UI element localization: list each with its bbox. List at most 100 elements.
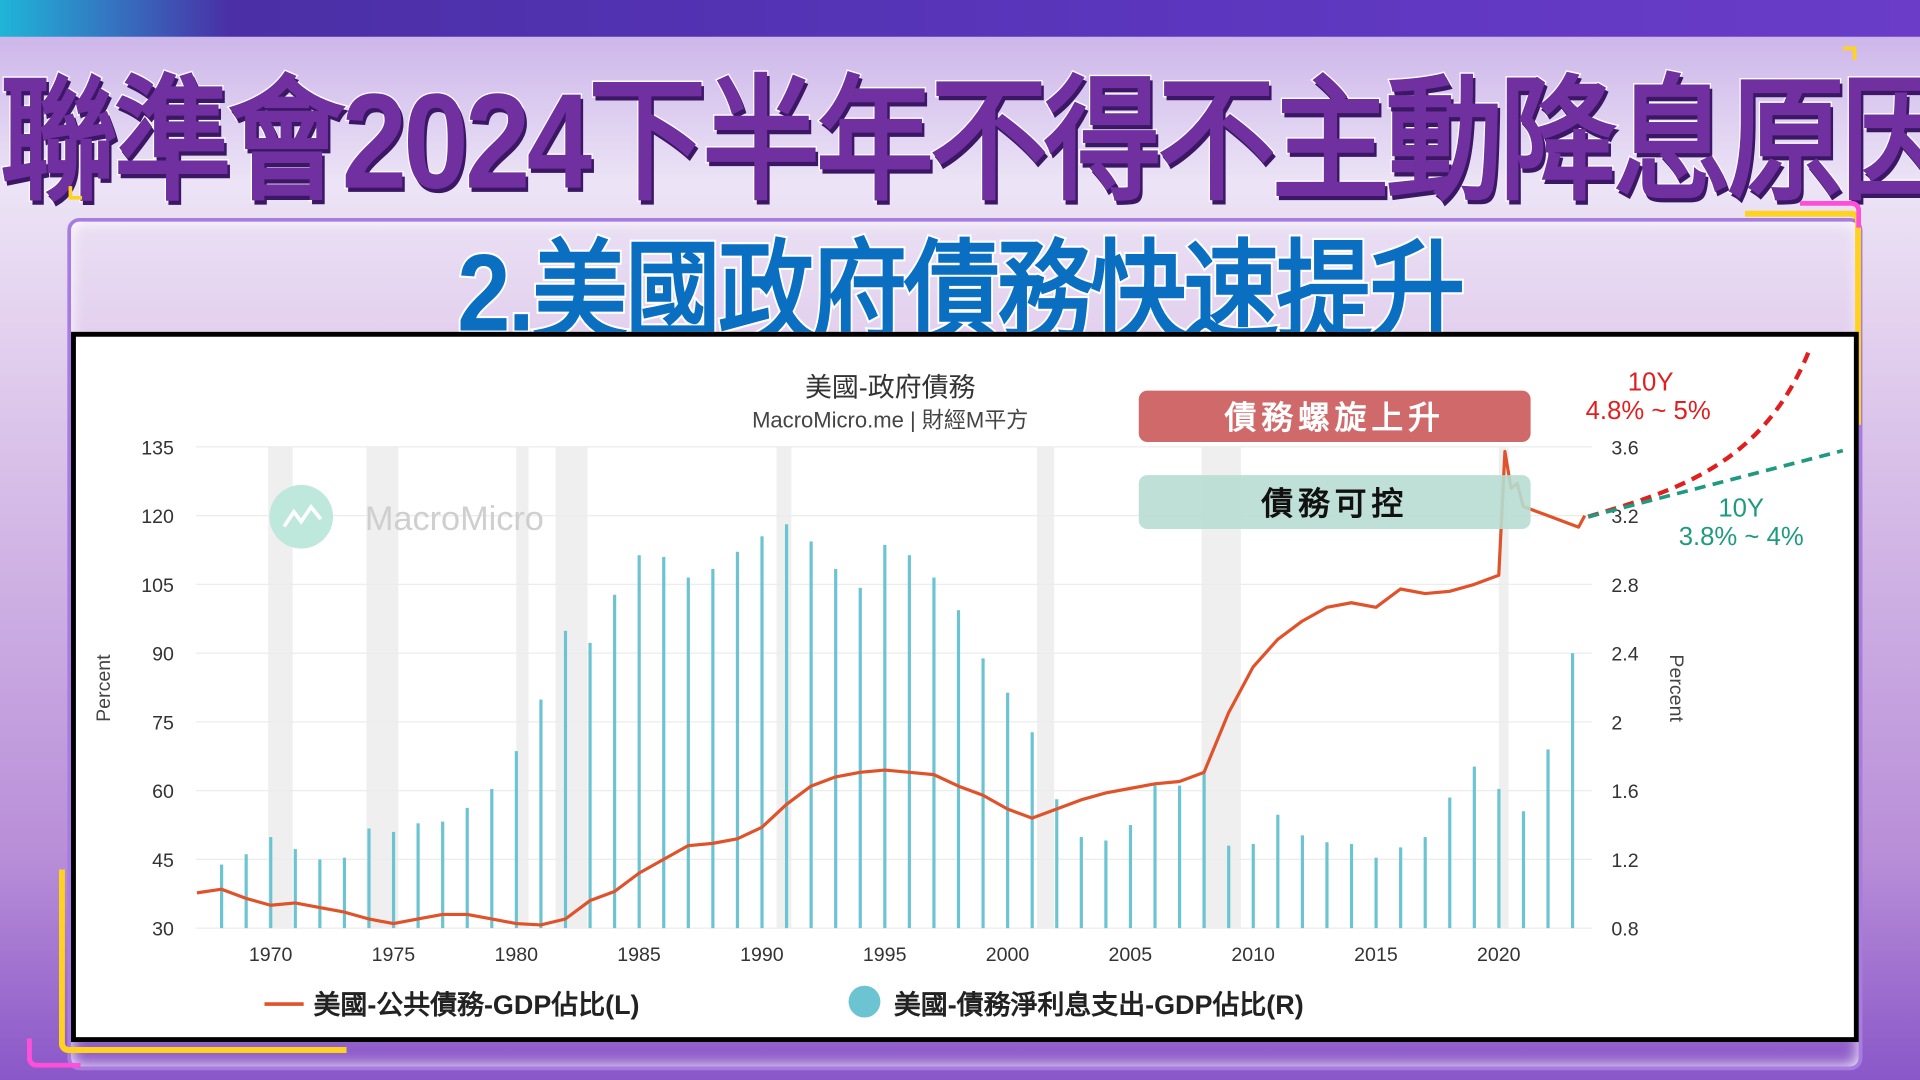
interest-bar xyxy=(367,828,371,929)
interest-bar xyxy=(539,699,543,929)
legend-bar-swatch xyxy=(848,985,881,1018)
interest-bar xyxy=(1079,837,1083,929)
interest-bar xyxy=(809,541,813,929)
interest-bar xyxy=(1521,811,1526,929)
interest-bar xyxy=(465,807,469,929)
interest-bar xyxy=(1448,797,1452,929)
debt-spiral-label: 債務螺旋上升 xyxy=(1224,400,1445,436)
x-tick: 1975 xyxy=(372,944,416,966)
debt-controllable-badge xyxy=(1138,475,1531,529)
interest-bar xyxy=(1202,773,1206,929)
recession-band xyxy=(555,446,588,929)
interest-bar xyxy=(318,859,322,929)
interest-bar xyxy=(490,788,494,929)
y-right-tick: 1.6 xyxy=(1611,781,1638,803)
legend-interest-label[interactable]: 美國-債務淨利息支出-GDP佔比(R) xyxy=(894,989,1304,1020)
x-tick: 1980 xyxy=(494,944,538,966)
interest-bar xyxy=(1104,840,1108,929)
corner-decoration xyxy=(26,1038,81,1068)
y-left-tick: 30 xyxy=(152,919,174,941)
green-projection-range: 3.8% ~ 4% xyxy=(1679,523,1804,551)
interest-bar xyxy=(1030,732,1034,929)
y-right-tick: 1.2 xyxy=(1611,850,1638,872)
interest-bar xyxy=(588,642,592,929)
interest-bar xyxy=(686,577,690,929)
red-projection-tenor: 10Y xyxy=(1628,369,1674,397)
recession-band xyxy=(516,446,529,929)
main-title: 聯準會2024下半年不得不主動降息原因 xyxy=(0,65,1920,218)
legend-debt-label[interactable]: 美國-公共債務-GDP佔比(L) xyxy=(313,989,639,1020)
interest-bar xyxy=(1374,857,1378,929)
interest-bar xyxy=(342,857,347,929)
y-right-tick: 2.4 xyxy=(1611,644,1638,666)
interest-bar xyxy=(834,568,838,929)
interest-bar xyxy=(514,751,518,929)
y-left-tick: 120 xyxy=(141,506,174,528)
interest-bar xyxy=(858,587,862,929)
interest-bar xyxy=(1177,785,1182,929)
interest-bar xyxy=(1153,785,1157,929)
interest-bar xyxy=(613,594,617,929)
recession-band xyxy=(1498,446,1509,929)
y-left-tick: 105 xyxy=(141,575,174,597)
corner-decoration xyxy=(1842,46,1857,61)
red-projection-curve xyxy=(1587,348,1812,519)
content-frame xyxy=(67,217,1863,1071)
interest-bar xyxy=(883,544,887,929)
green-projection-line xyxy=(1587,448,1844,519)
corner-decoration xyxy=(68,186,83,200)
interest-bar xyxy=(956,610,961,929)
x-tick: 2020 xyxy=(1477,944,1521,966)
chart-subtitle: MacroMicro.me | 財經M平方 xyxy=(752,407,1028,432)
y-right-tick: 2 xyxy=(1611,712,1622,734)
red-projection-range: 4.8% ~ 5% xyxy=(1586,397,1711,425)
interest-bar xyxy=(1276,814,1280,929)
interest-bar xyxy=(735,551,740,929)
interest-bar xyxy=(293,849,297,929)
interest-bar xyxy=(563,630,568,929)
debt-spiral-badge xyxy=(1138,390,1531,443)
interest-bar xyxy=(1300,835,1304,929)
top-banner xyxy=(0,0,1920,37)
interest-bar xyxy=(1423,837,1427,929)
y-right-tick: 3.6 xyxy=(1611,437,1638,459)
watermark: MacroMicro xyxy=(269,484,544,549)
interest-bar xyxy=(1251,843,1255,929)
y-right-tick: 3.2 xyxy=(1611,506,1638,528)
interest-bar xyxy=(1546,749,1550,929)
interest-bar xyxy=(441,821,445,929)
x-tick: 2015 xyxy=(1354,944,1398,966)
interest-bar xyxy=(269,837,273,929)
interest-bar xyxy=(1399,847,1403,929)
interest-bar xyxy=(1055,799,1059,929)
chart-title: 美國-政府債務 xyxy=(805,373,976,403)
corner-decoration xyxy=(58,869,347,1054)
y-left-tick: 45 xyxy=(152,850,174,872)
x-tick: 1970 xyxy=(249,944,293,966)
recession-band xyxy=(1036,446,1055,929)
interest-bar xyxy=(1325,842,1329,929)
x-tick: 2010 xyxy=(1231,944,1275,966)
y-left-tick: 75 xyxy=(152,712,174,734)
interest-bar xyxy=(662,556,666,929)
interest-bar xyxy=(1349,843,1354,929)
corner-decoration xyxy=(1800,200,1862,228)
y-left-tick: 90 xyxy=(152,644,174,666)
interest-bar xyxy=(1497,788,1501,929)
y-right-tick: 2.8 xyxy=(1611,575,1638,597)
x-tick: 1985 xyxy=(617,944,661,966)
interest-bar xyxy=(391,831,396,929)
x-tick: 2005 xyxy=(1109,944,1153,966)
interest-bar xyxy=(416,823,420,929)
interest-bar xyxy=(244,854,248,929)
x-tick: 2000 xyxy=(986,944,1030,966)
x-tick: 1990 xyxy=(740,944,784,966)
interest-bar xyxy=(907,555,911,929)
x-tick: 1995 xyxy=(863,944,907,966)
interest-bar xyxy=(784,524,789,929)
interest-bar xyxy=(1128,825,1133,929)
interest-bar xyxy=(1227,845,1231,929)
interest-bar xyxy=(637,555,641,929)
interest-bar xyxy=(1472,766,1476,929)
